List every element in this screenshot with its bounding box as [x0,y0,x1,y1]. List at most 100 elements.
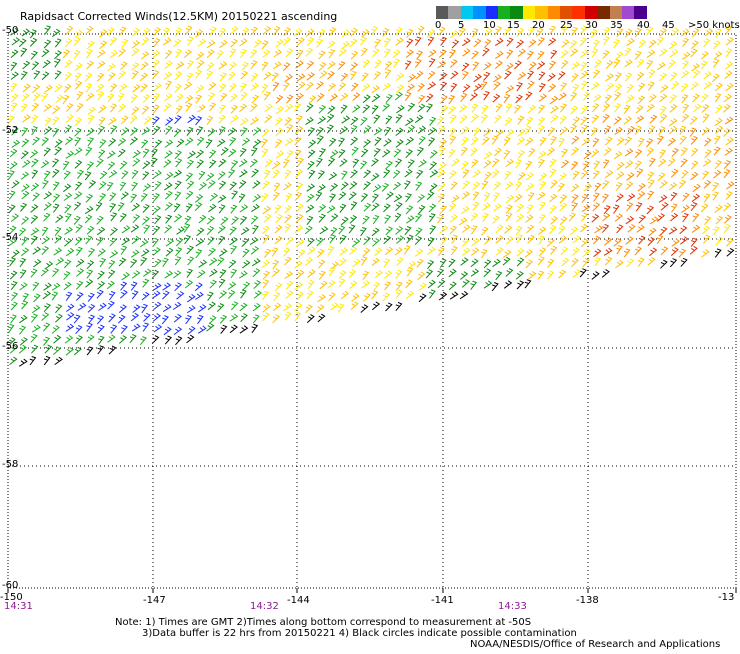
wind-barb [264,248,272,258]
wind-barb [351,146,359,156]
wind-barb [692,93,700,103]
wind-barb [407,159,415,169]
wind-barb [209,268,218,277]
wind-barb [450,181,458,191]
wind-barb [41,246,50,255]
wind-barb [395,127,404,136]
wind-barb [282,62,291,72]
note-line-1: Note: 1) Times are GMT 2)Times along bot… [115,617,532,628]
wind-barb [163,102,172,112]
wind-barb [537,37,546,46]
wind-barb [22,114,31,123]
wind-barb [363,169,372,179]
wind-barb [163,159,172,168]
wind-barb [515,159,522,169]
wind-barb [174,150,182,160]
wind-barb [53,247,63,256]
wind-barb [614,103,622,113]
wind-barb [667,157,676,167]
wind-barb [142,148,150,158]
wind-barb [117,202,125,212]
wind-barb [296,182,304,192]
wind-barb [197,325,207,334]
wind-barb [338,257,347,267]
wind-barb [272,169,281,179]
wind-barb [250,26,258,36]
wind-barb [428,127,437,136]
wind-barb [384,69,392,79]
wind-barb [29,37,38,47]
wind-barb [338,148,346,158]
wind-barb [405,290,415,300]
wind-barb [121,170,129,180]
wind-barb [603,147,612,156]
wind-barb [385,302,393,312]
wind-barb [515,181,523,191]
wind-barb [75,280,84,290]
wind-barb [690,202,698,212]
wind-barb [635,202,643,212]
wind-barb [163,326,172,336]
wind-barb [538,172,548,182]
wind-barb [538,104,546,114]
wind-barb [349,38,358,48]
wind-barb [516,234,524,244]
wind-barb [64,335,74,344]
wind-barb [722,103,731,113]
wind-barb [86,334,95,343]
wind-barb [714,82,723,92]
wind-barb [73,36,81,47]
wind-barb [218,114,226,124]
wind-barb [480,81,488,91]
wind-barb [53,334,62,344]
wind-barb [449,30,459,39]
wind-barb [328,137,337,147]
wind-barb [164,50,173,60]
wind-barb [549,95,559,105]
wind-barb [671,80,680,90]
wind-barb [11,126,19,136]
wind-barb [328,49,336,59]
wind-barb [526,50,534,60]
wind-barb [660,201,669,211]
wind-barb [98,335,105,345]
wind-barb [659,180,668,189]
wind-barb [173,326,183,336]
wind-barb [52,193,61,203]
wind-barb [184,279,194,289]
wind-barb [96,226,106,236]
wind-barb [724,61,734,70]
wind-barb [22,292,30,303]
wind-barb [33,92,41,102]
wind-barb [272,314,280,324]
wind-barb [416,169,424,179]
wind-barb [690,81,700,91]
wind-barb [571,258,579,267]
wind-barb [537,125,546,135]
wind-barb [20,70,28,81]
wind-barb [461,238,470,248]
wind-barb [152,313,161,322]
wind-barb [373,281,381,291]
wind-barb [715,215,724,225]
wind-barb [539,180,547,191]
wind-barb [428,203,437,213]
wind-barb [614,126,623,135]
wind-barb [682,192,690,202]
wind-barb [252,268,261,278]
wind-barb [581,204,591,213]
wind-barb [570,124,578,134]
wind-barb [9,148,18,158]
wind-barb [546,147,556,156]
wind-barb [241,61,250,71]
wind-barb [493,81,501,91]
wind-barb [195,116,203,126]
wind-barb [173,128,182,138]
wind-barb [319,280,328,290]
wind-barb [723,160,732,170]
wind-barb [483,61,492,71]
wind-barb [594,59,602,69]
wind-barb [285,48,294,58]
wind-barb [30,227,40,236]
wind-barb [549,224,557,234]
